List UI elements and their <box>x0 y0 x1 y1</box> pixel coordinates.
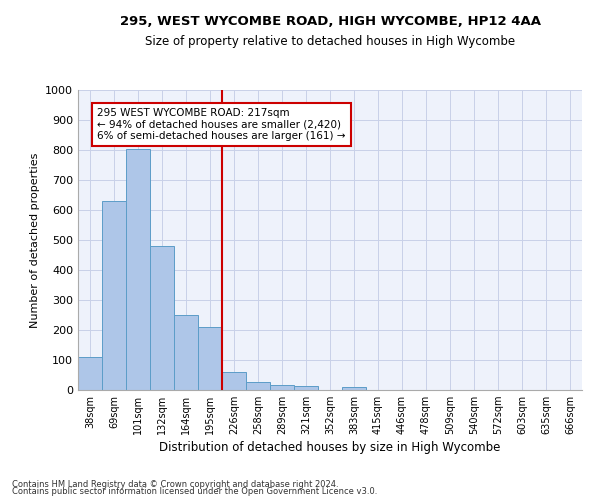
X-axis label: Distribution of detached houses by size in High Wycombe: Distribution of detached houses by size … <box>160 442 500 454</box>
Bar <box>222 372 246 390</box>
Bar <box>150 246 174 390</box>
Bar <box>246 382 270 390</box>
Bar <box>102 201 126 390</box>
Bar <box>78 357 102 390</box>
Bar <box>126 148 150 390</box>
Bar <box>342 387 366 390</box>
Bar <box>174 315 198 390</box>
Text: Size of property relative to detached houses in High Wycombe: Size of property relative to detached ho… <box>145 35 515 48</box>
Bar <box>198 327 222 390</box>
Text: 295, WEST WYCOMBE ROAD, HIGH WYCOMBE, HP12 4AA: 295, WEST WYCOMBE ROAD, HIGH WYCOMBE, HP… <box>119 15 541 28</box>
Text: 295 WEST WYCOMBE ROAD: 217sqm
← 94% of detached houses are smaller (2,420)
6% of: 295 WEST WYCOMBE ROAD: 217sqm ← 94% of d… <box>97 108 346 141</box>
Y-axis label: Number of detached properties: Number of detached properties <box>29 152 40 328</box>
Bar <box>270 384 294 390</box>
Text: Contains HM Land Registry data © Crown copyright and database right 2024.: Contains HM Land Registry data © Crown c… <box>12 480 338 489</box>
Bar <box>294 386 318 390</box>
Text: Contains public sector information licensed under the Open Government Licence v3: Contains public sector information licen… <box>12 488 377 496</box>
